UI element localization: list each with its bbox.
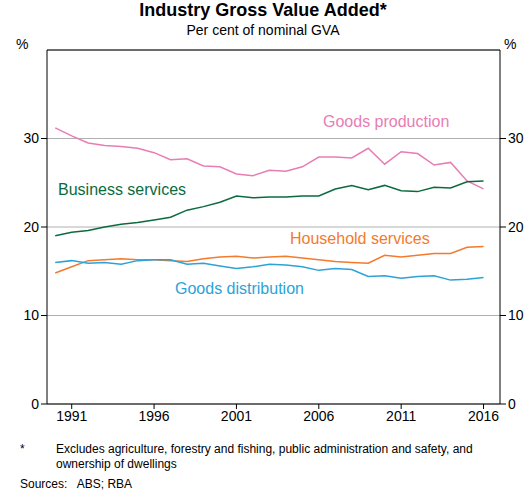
svg-text:1991: 1991 <box>56 408 87 424</box>
svg-text:10: 10 <box>23 307 39 323</box>
svg-text:0: 0 <box>508 396 516 412</box>
html-text:Goods production: Goods production <box>323 113 450 130</box>
html-text:Business services: Business services <box>58 181 186 198</box>
svg-text:2016: 2016 <box>468 408 499 424</box>
svg-text:30: 30 <box>23 130 39 146</box>
svg-text:10: 10 <box>508 307 518 323</box>
svg-text:2011: 2011 <box>386 408 416 424</box>
svg-text:0: 0 <box>31 396 39 412</box>
svg-text:2006: 2006 <box>303 408 334 424</box>
svg-text:20: 20 <box>508 219 518 235</box>
svg-text:2001: 2001 <box>221 408 252 424</box>
svg-text:1996: 1996 <box>138 408 169 424</box>
html-text:Industry Gross Value Added*: Industry Gross Value Added* <box>139 0 387 20</box>
html-text:Household services: Household services <box>290 230 430 247</box>
html-text:Per cent of nominal GVA: Per cent of nominal GVA <box>186 22 340 38</box>
svg-text:30: 30 <box>508 130 518 146</box>
svg-text:20: 20 <box>23 219 39 235</box>
html-text:Goods distribution: Goods distribution <box>175 280 304 297</box>
html-text:Excludes agriculture, forestry: Excludes agriculture, forestry and fishi… <box>56 442 473 471</box>
html-text:Sources: ABS; RBA: Sources: ABS; RBA <box>20 477 133 491</box>
